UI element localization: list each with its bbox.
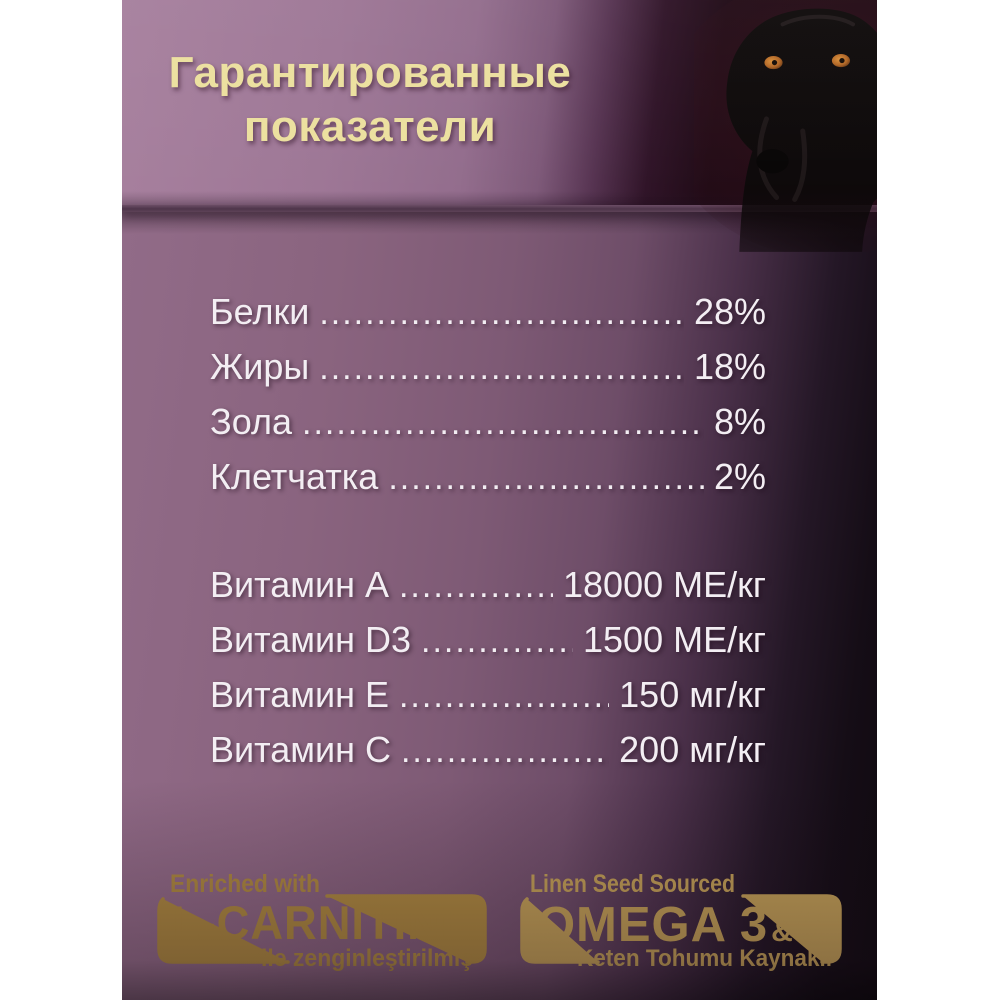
- dot-leader: ........................................…: [400, 732, 609, 770]
- badge-main-text: L-CARNITINE: [172, 896, 472, 949]
- vitamin-list: Витамин A ..............................…: [210, 557, 766, 777]
- badge-caption-text: Keten Tohumu Kaynaklı: [577, 945, 832, 972]
- omega-main-right: 6: [797, 898, 825, 952]
- nutrient-label: Зола: [210, 401, 293, 442]
- nutrient-value: 28%: [693, 291, 766, 332]
- badge-frame-left: [520, 897, 600, 964]
- badge-main-text: OMEGA 3 &6: [537, 898, 825, 952]
- package-panel: Гарантированные показатели Белки .......…: [122, 0, 877, 1000]
- black-labrador-illustration: [694, 0, 877, 252]
- dot-leader: ........................................…: [398, 567, 553, 605]
- bag-fold-shadow: [122, 212, 877, 234]
- nutrient-row-fat: Жиры ...................................…: [210, 339, 766, 394]
- badge-eyebrow-text: Enriched with: [170, 872, 320, 898]
- dog-crown-highlight: [780, 14, 856, 27]
- title-line-2: показатели: [243, 102, 497, 151]
- vitamin-label: Витамин A: [210, 564, 389, 605]
- nutrient-value: 18%: [693, 346, 766, 387]
- vitamin-value: 1500 МЕ/кг: [583, 619, 766, 660]
- vitamin-row-d3: Витамин D3 .............................…: [210, 612, 766, 667]
- vitamin-label: Витамин E: [210, 674, 389, 715]
- vitamin-row-a: Витамин A ..............................…: [210, 557, 766, 612]
- nutrient-label: Клетчатка: [210, 456, 379, 497]
- vitamin-row-c: Витамин C ..............................…: [210, 722, 766, 777]
- omega-badge: Linen Seed Sourced OMEGA 3 &6 Keten Tohum…: [518, 872, 853, 977]
- nutrient-row-protein: Белки ..................................…: [210, 284, 766, 339]
- nutrient-value: 2%: [713, 456, 766, 497]
- vitamin-value: 18000 МЕ/кг: [563, 564, 766, 605]
- nutrient-label: Жиры: [210, 346, 310, 387]
- nutrient-label: Белки: [210, 291, 310, 332]
- badge-eyebrow-text: Linen Seed Sourced: [530, 872, 735, 898]
- dot-leader: ........................................…: [398, 677, 609, 715]
- nutrient-row-ash: Зола ...................................…: [210, 394, 766, 449]
- vitamin-value: 200 мг/кг: [619, 729, 766, 770]
- nutrient-value: 8%: [713, 401, 766, 442]
- bag-fold-seam: [122, 205, 877, 212]
- omega-main-left: OMEGA 3: [537, 898, 768, 952]
- badge-frame-left: [157, 897, 290, 964]
- dog-photo: [694, 0, 877, 252]
- nutrient-row-fiber: Клетчатка ..............................…: [210, 449, 766, 504]
- l-carnitine-badge: Enriched with L-CARNITINE ile zenginleşt…: [155, 872, 500, 977]
- badge-caption-text: ile zenginleştirilmiş: [261, 945, 473, 972]
- dot-leader: ........................................…: [421, 622, 573, 660]
- vitamin-row-e: Витамин E ..............................…: [210, 667, 766, 722]
- dog-eye-right-pupil: [839, 57, 845, 64]
- badge-frame-right: [741, 894, 842, 964]
- dot-leader: ........................................…: [388, 459, 704, 497]
- dot-leader: ........................................…: [302, 404, 704, 442]
- vitamin-label: Витамин C: [210, 729, 391, 770]
- badge-frame-right: [325, 894, 487, 964]
- vitamin-label: Витамин D3: [210, 619, 411, 660]
- dog-eye-left-pupil: [771, 59, 778, 66]
- vitamin-value: 150 мг/кг: [619, 674, 766, 715]
- omega-ampersand: &: [771, 915, 794, 948]
- dog-nose: [756, 149, 789, 174]
- dot-leader: ........................................…: [319, 294, 684, 332]
- nutrient-list: Белки ..................................…: [210, 284, 766, 504]
- page-title: Гарантированные показатели: [138, 46, 602, 154]
- dot-leader: ........................................…: [319, 349, 684, 387]
- title-line-1: Гарантированные: [168, 48, 572, 97]
